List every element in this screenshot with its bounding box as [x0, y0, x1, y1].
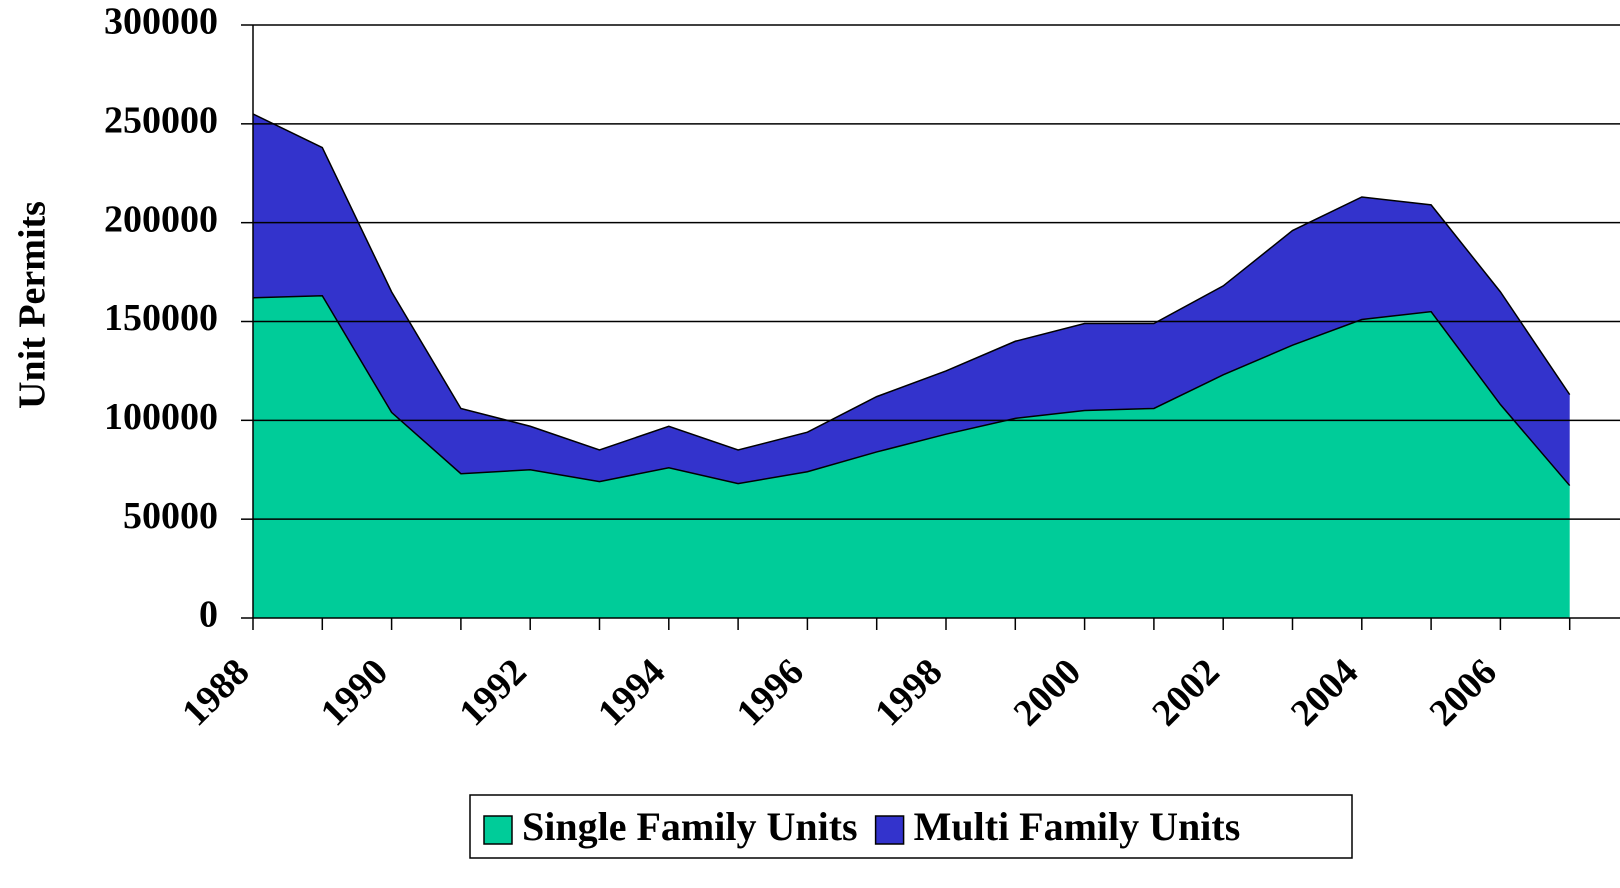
area-line: [252, 295, 1571, 487]
legend-label: Single Family Units: [522, 804, 858, 849]
y-tick-label: 50000: [123, 495, 218, 537]
area-line: [252, 113, 1571, 451]
x-tick-label: 2006: [1421, 651, 1504, 734]
x-tick-label: 1994: [590, 651, 673, 734]
x-tick-label: 1988: [174, 651, 257, 734]
y-tick-label: 250000: [104, 100, 218, 142]
area-fill: [253, 113, 1570, 486]
legend: Single Family Units Multi Family Units: [469, 794, 1353, 859]
legend-label: Multi Family Units: [914, 804, 1241, 849]
legend-swatch: [874, 815, 905, 845]
x-tick-label: 1998: [867, 651, 950, 734]
y-tick-label: 200000: [104, 198, 218, 240]
x-tick-label: 2000: [1006, 651, 1089, 734]
x-tick-label: 1996: [728, 651, 811, 734]
legend-box: [469, 794, 1353, 859]
y-tick-label: 100000: [104, 396, 218, 438]
y-tick-label: 300000: [104, 1, 218, 43]
y-axis-title: Unit Permits: [12, 201, 54, 409]
y-tick-label: 0: [199, 594, 218, 636]
x-tick-label: 1992: [451, 651, 534, 734]
y-tick-label: 150000: [104, 297, 218, 339]
legend-swatch: [483, 815, 513, 845]
x-tick-label: 2002: [1144, 651, 1227, 734]
area-fill: [253, 295, 1570, 618]
x-tick-label: 1990: [313, 651, 396, 734]
x-tick-label: 2004: [1283, 651, 1366, 734]
